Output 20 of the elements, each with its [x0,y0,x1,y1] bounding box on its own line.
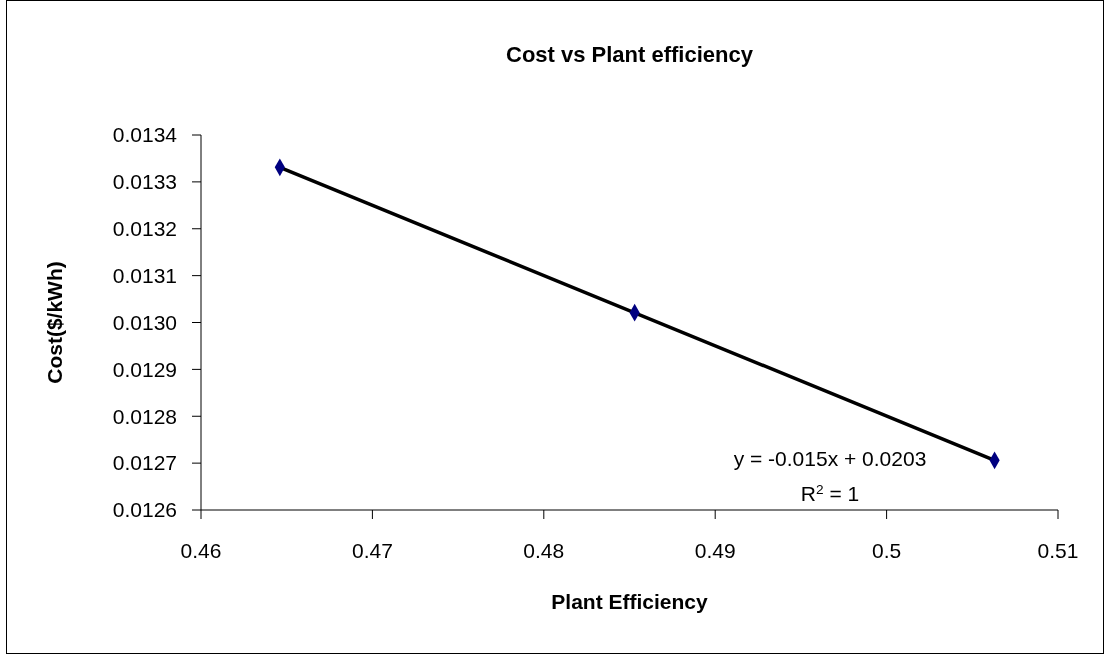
x-axis-title: Plant Efficiency [551,590,709,613]
x-tick-label: 0.46 [180,539,222,562]
y-axis-title: Cost($/kWh) [43,261,66,384]
y-tick-label: 0.0133 [112,170,177,194]
x-tick-label: 0.5 [872,539,902,562]
y-tick-label: 0.0134 [112,123,178,147]
y-tick-label: 0.0130 [112,310,177,334]
x-tick-label: 0.48 [523,539,565,562]
chart-title: Cost vs Plant efficiency [506,42,754,67]
y-tick-label: 0.0132 [112,217,177,241]
y-tick-label: 0.0129 [112,357,177,381]
y-tick-label: 0.0126 [112,498,177,522]
y-tick-label: 0.0131 [112,263,177,287]
annotation: R$^{2}$ = 1 [800,481,860,505]
x-tick-label: 0.49 [694,539,736,562]
annotation: y = -0.015x + 0.0203 [733,447,927,470]
y-tick-label: 0.0127 [112,451,177,475]
x-tick-label: 0.51 [1037,539,1079,562]
y-tick-label: 0.0128 [112,404,177,428]
x-tick-label: 0.47 [351,539,393,562]
